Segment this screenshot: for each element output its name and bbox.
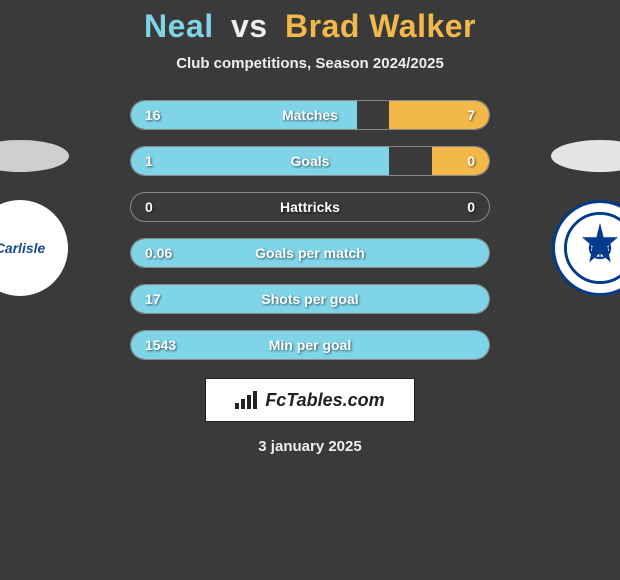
stat-value-left: 16 — [145, 107, 161, 123]
stat-value-right: 0 — [467, 153, 475, 169]
flag-ellipse-right — [551, 140, 620, 172]
flag-ellipse-left — [0, 140, 69, 172]
stat-row: 1543 Min per goal — [130, 330, 490, 360]
vs-label: vs — [231, 8, 268, 44]
club-badge-left-label: Carlisle — [0, 240, 45, 256]
stat-row: 0.06 Goals per match — [130, 238, 490, 268]
stat-row: 17 Shots per goal — [130, 284, 490, 314]
stat-label: Goals — [291, 153, 330, 169]
branding-label: FcTables.com — [265, 390, 384, 411]
subtitle: Club competitions, Season 2024/2025 — [176, 55, 444, 72]
bar-right — [432, 147, 489, 175]
crest-left-group: Carlisle — [0, 140, 70, 320]
stats-list: 16 7 Matches 1 0 Goals 0 0 Hattricks 0.06 Goals pe… — [130, 100, 490, 360]
bar-left — [131, 147, 389, 175]
stat-row: 1 0 Goals — [130, 146, 490, 176]
stat-label: Hattricks — [280, 199, 340, 215]
stat-row: 0 0 Hattricks — [130, 192, 490, 222]
stat-value-left: 1543 — [145, 337, 176, 353]
bars-icon — [235, 391, 259, 409]
stat-value-left: 0.06 — [145, 245, 172, 261]
club-badge-left: Carlisle — [0, 200, 68, 296]
stat-value-left: 1 — [145, 153, 153, 169]
stat-value-right: 0 — [467, 199, 475, 215]
club-badge-right — [552, 200, 620, 296]
shield-icon — [564, 212, 620, 284]
stat-label: Goals per match — [255, 245, 365, 261]
stat-label: Matches — [282, 107, 338, 123]
branding-box[interactable]: FcTables.com — [205, 378, 415, 422]
stat-label: Shots per goal — [261, 291, 358, 307]
page-title: Neal vs Brad Walker — [144, 8, 476, 45]
player2-name: Brad Walker — [285, 8, 476, 44]
crest-right-group — [550, 140, 620, 320]
footer-date: 3 january 2025 — [258, 438, 361, 455]
stat-value-right: 7 — [467, 107, 475, 123]
stat-row: 16 7 Matches — [130, 100, 490, 130]
comparison-card: Neal vs Brad Walker Club competitions, S… — [0, 0, 620, 580]
stat-value-left: 0 — [145, 199, 153, 215]
stat-label: Min per goal — [269, 337, 351, 353]
player1-name: Neal — [144, 8, 214, 44]
stats-area: Carlisle 16 7 Matches 1 0 Goals 0 0 Hattricks 0.0… — [0, 100, 620, 360]
stat-value-left: 17 — [145, 291, 161, 307]
